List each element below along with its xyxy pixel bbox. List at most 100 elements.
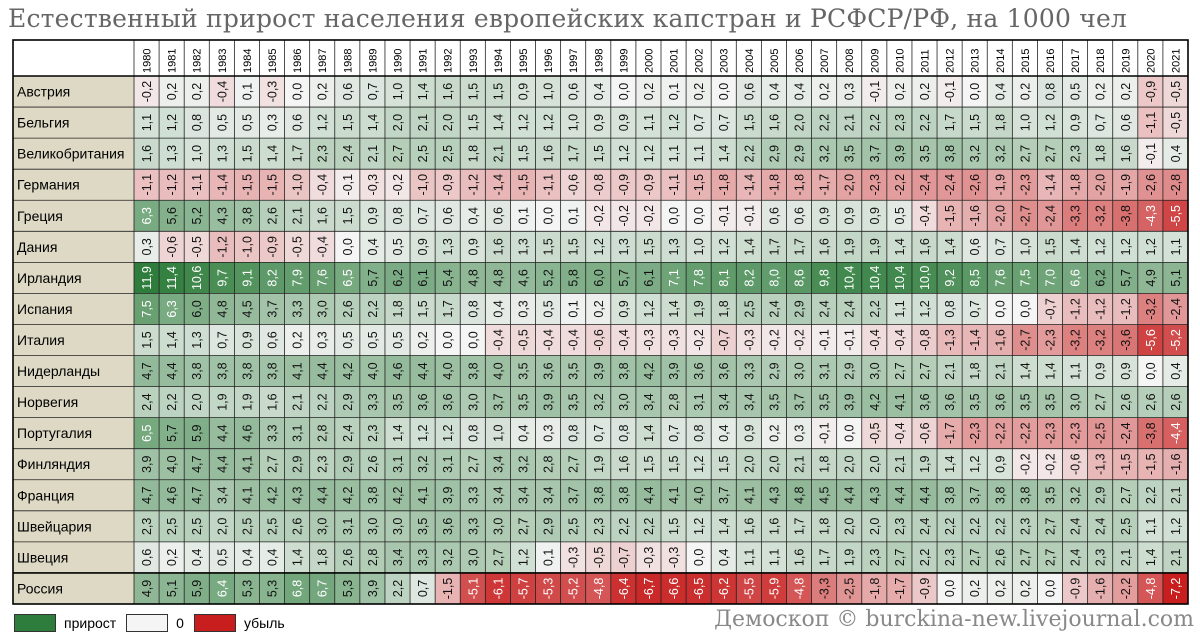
cell-value-label: 0,6	[140, 549, 154, 566]
cell-value-label: 1,6	[767, 114, 781, 131]
heatmap-cell	[209, 138, 235, 170]
cell-value-label: 2,9	[793, 300, 807, 317]
heatmap-cell	[510, 76, 536, 108]
heatmap-cell	[987, 510, 1013, 542]
cell-value-label: 0,2	[893, 83, 907, 100]
cell-value-label: 0,6	[567, 83, 581, 100]
heatmap-cell	[761, 324, 787, 356]
cell-value-label: 5,3	[240, 580, 254, 597]
cell-value-label: 3,0	[391, 518, 405, 535]
heatmap-cell	[585, 138, 611, 170]
cell-value-label: 3,7	[968, 487, 982, 504]
heatmap-cell	[585, 262, 611, 294]
heatmap-cell	[585, 324, 611, 356]
heatmap-cell	[686, 262, 712, 294]
heatmap-cell	[560, 200, 586, 232]
cell-value-label: 1,6	[441, 83, 455, 100]
cell-value-label: -3,2	[1094, 205, 1108, 227]
heatmap-cell	[1137, 355, 1163, 387]
cell-value-label: 0,0	[968, 83, 982, 100]
cell-value-label: 3,0	[316, 300, 330, 317]
cell-value-label: 1,0	[391, 83, 405, 100]
heatmap-cell	[485, 448, 511, 480]
cell-value-label: -2,6	[1144, 174, 1158, 196]
heatmap-cell	[736, 324, 762, 356]
heatmap-cell	[1112, 262, 1138, 294]
cell-value-label: 1,5	[466, 114, 480, 131]
row-label: Нидерланды	[17, 363, 100, 379]
cell-value-label: -0,3	[366, 174, 380, 196]
cell-value-label: -0,9	[1069, 578, 1083, 600]
heatmap-cell	[1087, 417, 1113, 449]
heatmap-cell	[987, 448, 1013, 480]
heatmap-cell	[535, 293, 561, 325]
heatmap-cell	[585, 479, 611, 511]
heatmap-cell	[711, 107, 737, 139]
heatmap-cell	[1137, 293, 1163, 325]
year-label: 1989	[367, 49, 379, 73]
heatmap-cell	[134, 572, 160, 604]
cell-value-label: 3,9	[441, 487, 455, 504]
heatmap-cell	[510, 231, 536, 263]
heatmap-cell	[359, 510, 385, 542]
heatmap-cell	[134, 107, 160, 139]
cell-value-label: 3,9	[366, 580, 380, 597]
cell-value-label: 5,9	[190, 580, 204, 597]
heatmap-cell	[535, 324, 561, 356]
cell-value-label: 0,4	[491, 300, 505, 317]
cell-value-label: 3,0	[868, 362, 882, 379]
cell-value-label: 3,3	[416, 549, 430, 566]
cell-value-label: 3,3	[466, 487, 480, 504]
heatmap-cell	[610, 200, 636, 232]
heatmap-cell	[535, 386, 561, 418]
row-label-bg	[13, 479, 134, 511]
cell-value-label: 1,5	[416, 300, 430, 317]
heatmap-cell	[962, 572, 988, 604]
heatmap-cell	[384, 262, 411, 294]
cell-value-label: 4,7	[190, 487, 204, 504]
cell-value-label: 4,4	[918, 487, 932, 504]
heatmap-cell	[159, 262, 185, 294]
cell-value-label: -2,7	[1018, 329, 1032, 351]
cell-value-label: 3,0	[316, 518, 330, 535]
heatmap-cell	[485, 572, 511, 604]
cell-value-label: -1,4	[1043, 174, 1057, 196]
cell-value-label: 3,2	[1069, 487, 1083, 504]
heatmap-cell	[711, 200, 737, 232]
heatmap-cell	[610, 138, 636, 170]
heatmap-cell	[535, 541, 561, 573]
cell-value-label: 1,1	[140, 114, 154, 131]
cell-value-label: -0,2	[642, 205, 656, 227]
cell-value-label: 0,2	[767, 424, 781, 441]
cell-value-label: 1,8	[818, 456, 832, 473]
cell-value-label: 0,6	[441, 207, 455, 224]
cell-value-label: -5,2	[1169, 329, 1183, 351]
cell-value-label: 0,9	[617, 114, 631, 131]
heatmap-cell	[485, 479, 511, 511]
cell-value-label: 2,8	[316, 424, 330, 441]
cell-value-label: 4,4	[316, 362, 330, 379]
heatmap-cell	[510, 169, 536, 201]
heatmap-cell	[1087, 324, 1113, 356]
heatmap-cell	[284, 541, 310, 573]
cell-value-label: 1,0	[1018, 238, 1032, 255]
cell-value-label: 7,6	[993, 269, 1007, 286]
heatmap-cell	[1062, 76, 1088, 108]
row-label-bg	[13, 324, 134, 356]
cell-value-label: 2,0	[767, 456, 781, 473]
heatmap-cell	[535, 200, 561, 232]
cell-value-label: 2,5	[1119, 518, 1133, 535]
heatmap-cell	[1087, 107, 1113, 139]
cell-value-label: 3,8	[1018, 487, 1032, 504]
cell-value-label: 0,5	[240, 114, 254, 131]
legend-negative-swatch	[193, 614, 236, 632]
cell-value-label: -6,4	[617, 578, 631, 600]
cell-value-label: 3,4	[717, 393, 731, 410]
heatmap-cell	[535, 479, 561, 511]
heatmap-cell	[1037, 200, 1063, 232]
cell-value-label: 2,1	[416, 114, 430, 131]
cell-value-label: -0,1	[717, 205, 731, 227]
heatmap-cell	[1062, 293, 1088, 325]
cell-value-label: -0,1	[818, 422, 832, 444]
heatmap-cell	[384, 572, 411, 604]
